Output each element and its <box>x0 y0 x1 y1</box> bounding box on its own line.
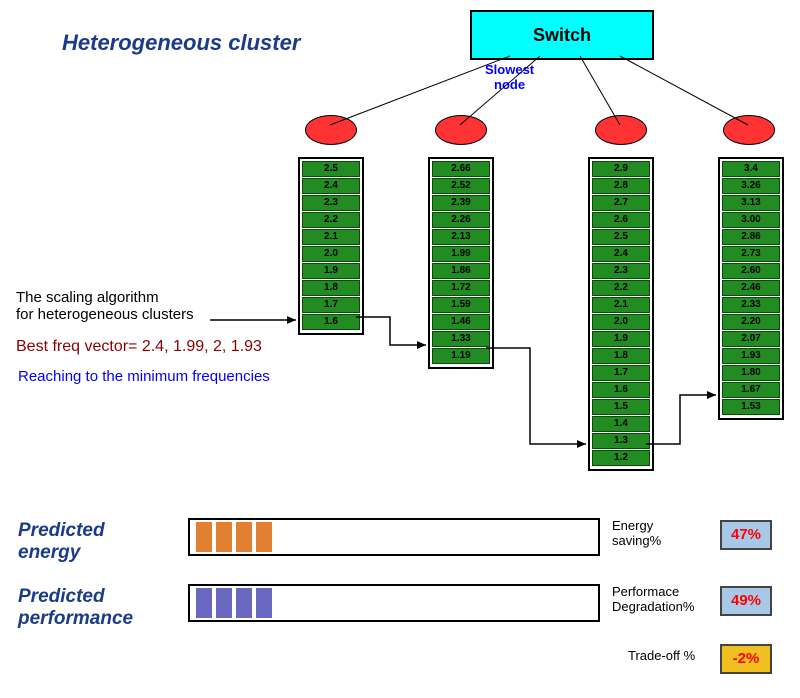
freq-cell: 1.53 <box>722 399 780 415</box>
freq-cell: 1.9 <box>592 331 650 347</box>
freq-cell: 2.6 <box>592 212 650 228</box>
arrow-c1-c2-head <box>417 341 426 349</box>
arrow-c2-c3 <box>486 348 586 444</box>
freq-cell: 2.5 <box>302 161 360 177</box>
freq-cell: 2.33 <box>722 297 780 313</box>
tradeoff-label: Trade-off % <box>628 648 695 663</box>
freq-cell: 1.5 <box>592 399 650 415</box>
arrow-c1-c2 <box>356 317 426 345</box>
freq-cell: 1.46 <box>432 314 490 330</box>
freq-cell: 1.72 <box>432 280 490 296</box>
freq-cell: 2.0 <box>302 246 360 262</box>
node-3 <box>723 115 775 145</box>
freq-column-0: 2.52.42.32.22.12.01.91.81.71.6 <box>298 157 364 335</box>
freq-cell: 2.4 <box>592 246 650 262</box>
freq-cell: 1.7 <box>592 365 650 381</box>
freq-cell: 1.59 <box>432 297 490 313</box>
bar-segment <box>216 588 232 618</box>
bar-segment <box>236 522 252 552</box>
freq-cell: 2.5 <box>592 229 650 245</box>
freq-cell: 2.2 <box>592 280 650 296</box>
bar-segment <box>216 522 232 552</box>
algorithm-text: The scaling algorithmfor heterogeneous c… <box>16 289 194 323</box>
metric-value-1: 49% <box>720 586 772 616</box>
freq-cell: 3.13 <box>722 195 780 211</box>
node-2 <box>595 115 647 145</box>
metric-value-0: 47% <box>720 520 772 550</box>
freq-cell: 1.9 <box>302 263 360 279</box>
freq-cell: 1.7 <box>302 297 360 313</box>
freq-cell: 2.46 <box>722 280 780 296</box>
predicted-bar-box-1 <box>188 584 600 622</box>
min-freq-text: Reaching to the minimum frequencies <box>18 368 270 385</box>
freq-cell: 2.07 <box>722 331 780 347</box>
switch-box: Switch <box>470 10 654 60</box>
freq-cell: 3.00 <box>722 212 780 228</box>
predicted-label-1: Predictedperformance <box>18 586 133 630</box>
freq-cell: 2.39 <box>432 195 490 211</box>
freq-cell: 1.67 <box>722 382 780 398</box>
freq-cell: 2.52 <box>432 178 490 194</box>
freq-cell: 1.6 <box>302 314 360 330</box>
bar-segment <box>196 522 212 552</box>
freq-cell: 1.33 <box>432 331 490 347</box>
freq-cell: 2.4 <box>302 178 360 194</box>
freq-cell: 1.93 <box>722 348 780 364</box>
arrow-c3-c4-head <box>707 391 716 399</box>
title: Heterogeneous cluster <box>62 30 300 56</box>
freq-cell: 2.9 <box>592 161 650 177</box>
node-0 <box>305 115 357 145</box>
slowest-node-label: Slowestnode <box>485 62 534 92</box>
freq-cell: 2.86 <box>722 229 780 245</box>
freq-cell: 2.0 <box>592 314 650 330</box>
freq-cell: 1.8 <box>592 348 650 364</box>
metric-label-0: Energysaving% <box>612 518 661 548</box>
freq-cell: 2.73 <box>722 246 780 262</box>
freq-column-2: 2.92.82.72.62.52.42.32.22.12.01.91.81.71… <box>588 157 654 471</box>
tradeoff-value: -2% <box>720 644 772 674</box>
freq-cell: 2.3 <box>592 263 650 279</box>
freq-cell: 1.6 <box>592 382 650 398</box>
freq-cell: 1.3 <box>592 433 650 449</box>
arrow-algo-c1-head <box>287 316 296 324</box>
freq-cell: 2.7 <box>592 195 650 211</box>
best-freq-vector: Best freq vector= 2.4, 1.99, 2, 1.93 <box>16 338 262 356</box>
bar-segment <box>236 588 252 618</box>
freq-cell: 2.13 <box>432 229 490 245</box>
freq-cell: 2.1 <box>592 297 650 313</box>
arrow-c2-c3-head <box>577 440 586 448</box>
freq-cell: 2.26 <box>432 212 490 228</box>
switch-line-3 <box>620 56 748 125</box>
freq-cell: 2.2 <box>302 212 360 228</box>
bar-segment <box>256 522 272 552</box>
freq-cell: 1.80 <box>722 365 780 381</box>
node-1 <box>435 115 487 145</box>
freq-cell: 1.99 <box>432 246 490 262</box>
bar-segment <box>256 588 272 618</box>
arrow-c3-c4 <box>646 395 716 444</box>
freq-cell: 1.19 <box>432 348 490 364</box>
bar-segment <box>196 588 212 618</box>
metric-label-1: PerformaceDegradation% <box>612 584 694 614</box>
switch-line-0 <box>330 56 510 125</box>
freq-cell: 2.1 <box>302 229 360 245</box>
freq-cell: 1.4 <box>592 416 650 432</box>
freq-cell: 2.3 <box>302 195 360 211</box>
freq-cell: 2.20 <box>722 314 780 330</box>
freq-cell: 3.4 <box>722 161 780 177</box>
predicted-label-0: Predictedenergy <box>18 520 105 564</box>
freq-cell: 1.2 <box>592 450 650 466</box>
predicted-bar-box-0 <box>188 518 600 556</box>
freq-column-1: 2.662.522.392.262.131.991.861.721.591.46… <box>428 157 494 369</box>
freq-cell: 2.66 <box>432 161 490 177</box>
freq-cell: 1.86 <box>432 263 490 279</box>
freq-column-3: 3.43.263.133.002.862.732.602.462.332.202… <box>718 157 784 420</box>
freq-cell: 2.8 <box>592 178 650 194</box>
freq-cell: 2.60 <box>722 263 780 279</box>
freq-cell: 1.8 <box>302 280 360 296</box>
freq-cell: 3.26 <box>722 178 780 194</box>
